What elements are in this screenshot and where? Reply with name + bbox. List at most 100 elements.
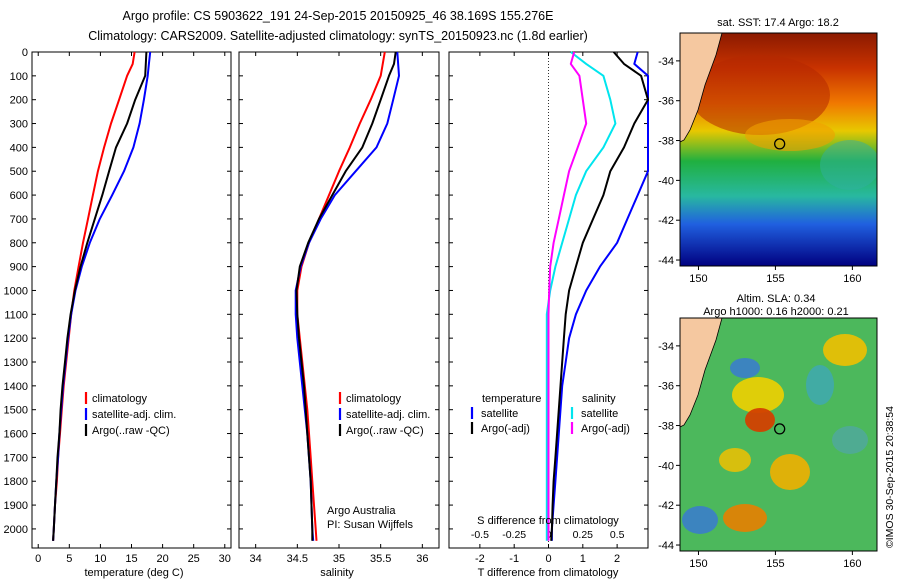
profile-line-argo-raw-qc (295, 51, 397, 541)
y-tick-label: 1400 (4, 381, 28, 393)
x-tick-label: -1 (509, 553, 519, 565)
sla-map-frame (679, 317, 878, 552)
s-diff-tick-label: 0.5 (610, 529, 625, 541)
s-diff-tick-label: -0.25 (502, 529, 526, 541)
legend-satellite: satellite-adj. clim. (92, 409, 176, 421)
map-y-tick-label: -42 (658, 215, 674, 227)
map-y-tick-label: -38 (658, 421, 674, 433)
s-diff-tick-label: 0.25 (573, 529, 594, 541)
pi-label: PI: Susan Wijffels (327, 519, 413, 531)
x-tick-label: 36 (416, 553, 428, 565)
map-x-tick-label: 160 (843, 558, 861, 570)
profile-line-argo-adj (550, 51, 649, 541)
sst-warm-core (690, 55, 830, 135)
map-y-tick-label: -36 (658, 96, 674, 108)
map-y-tick-label: -42 (658, 500, 674, 512)
sst-cool-patch (820, 140, 877, 190)
y-tick-label: 600 (10, 190, 28, 202)
legend-salinity-header: salinity (582, 393, 616, 405)
y-tick-label: 1700 (4, 452, 28, 464)
y-tick-label: 1200 (4, 333, 28, 345)
x-tick-label: 1 (580, 553, 586, 565)
x-tick-label: 10 (94, 553, 106, 565)
sst-map-title: sat. SST: 17.4 Argo: 18.2 (717, 17, 839, 29)
y-tick-label: 900 (10, 262, 28, 274)
y-tick-label: 700 (10, 214, 28, 226)
temperature-xlabel: temperature (deg C) (84, 567, 183, 579)
y-tick-label: 1600 (4, 429, 28, 441)
y-tick-label: 500 (10, 166, 28, 178)
s-diff-tick-label: -0.5 (471, 529, 489, 541)
sla-map-title: Altim. SLA: 0.34 (737, 293, 816, 305)
x-tick-label: 5 (66, 553, 72, 565)
map-y-tick-label: -40 (658, 175, 674, 187)
y-tick-label: 1500 (4, 405, 28, 417)
plot-frame (31, 51, 232, 549)
map-x-tick-label: 150 (689, 558, 707, 570)
x-tick-label: 30 (219, 553, 231, 565)
sla-low-c (682, 506, 718, 534)
temperature-panel: 0100200300400500600700800900100011001200… (4, 47, 232, 565)
argo-position-marker (774, 138, 786, 150)
x-tick-label: 25 (188, 553, 200, 565)
y-tick-label: 300 (10, 119, 28, 131)
map-y-tick-label: -44 (658, 540, 674, 552)
y-tick-label: 0 (22, 47, 28, 59)
x-tick-label: -2 (475, 553, 485, 565)
legend-argo: Argo(..raw -QC) (346, 425, 424, 437)
argo-position-marker (774, 423, 786, 435)
y-tick-label: 1900 (4, 500, 28, 512)
salinity-xlabel: salinity (320, 567, 354, 579)
y-tick-label: 200 (10, 95, 28, 107)
legend-temperature-header: temperature (482, 393, 541, 405)
legend-argo: Argo(..raw -QC) (92, 425, 170, 437)
sla-land (680, 318, 723, 428)
map-y-tick-label: -34 (658, 341, 674, 353)
map-y-tick-label: -44 (658, 255, 674, 267)
salinity-legend: climatology satellite-adj. clim. Argo(..… (338, 392, 430, 437)
sst-map (680, 33, 877, 266)
x-tick-label: 35 (333, 553, 345, 565)
difference-xlabel: T difference from climatology (478, 567, 619, 579)
map-y-tick-label: -40 (658, 460, 674, 472)
map-x-tick-label: 150 (689, 273, 707, 285)
y-tick-label: 2000 (4, 524, 28, 536)
map-y-tick-label: -36 (658, 381, 674, 393)
y-tick-label: 1100 (4, 309, 28, 321)
difference-legend: temperature satellite Argo(-adj) salinit… (470, 393, 630, 435)
x-tick-label: 15 (125, 553, 137, 565)
header-line1: Argo profile: CS 5903622_191 24-Sep-2015… (123, 9, 554, 23)
profile-line-climatology (52, 51, 136, 541)
sla-high-b (823, 334, 867, 366)
profile-line-satellite (550, 51, 649, 541)
x-tick-label: 20 (156, 553, 168, 565)
map-x-tick-label: 155 (766, 558, 784, 570)
legend-s-argo: Argo(-adj) (581, 423, 630, 435)
imos-stamp: ©IMOS 30-Sep-2015 20:38:54 (884, 406, 896, 548)
difference-xlabel-top: S difference from climatology (477, 515, 619, 527)
map-y-tick-label: -34 (658, 56, 674, 68)
institution-label: Argo Australia (327, 505, 396, 517)
sst-map-axes: 150 155 160 -34 -36 -38 -40 -42 -44 (658, 56, 861, 285)
y-tick-label: 1800 (4, 476, 28, 488)
x-tick-label: 0 (545, 553, 551, 565)
legend-t-satellite: satellite (481, 408, 518, 420)
sla-high-d (723, 504, 767, 532)
map-x-tick-label: 155 (766, 273, 784, 285)
x-tick-label: 2 (614, 553, 620, 565)
plot-frame (238, 51, 440, 549)
sla-high-core (745, 408, 775, 432)
legend-s-satellite: satellite (581, 408, 618, 420)
map-x-tick-label: 160 (843, 273, 861, 285)
sla-low-b (806, 365, 834, 405)
profile-line-satellite-adj-clim (52, 51, 152, 541)
profile-line-argo-adj (547, 51, 588, 541)
x-tick-label: 34.5 (287, 553, 308, 565)
sla-high-c (770, 454, 810, 490)
header-line2: Climatology: CARS2009. Satellite-adjuste… (88, 29, 588, 43)
x-tick-label: 35.5 (370, 553, 391, 565)
map-y-tick-label: -38 (658, 136, 674, 148)
sla-high-a (732, 377, 784, 413)
sla-map-axes: 150 155 160 -34 -36 -38 -40 -42 -44 (658, 341, 861, 570)
